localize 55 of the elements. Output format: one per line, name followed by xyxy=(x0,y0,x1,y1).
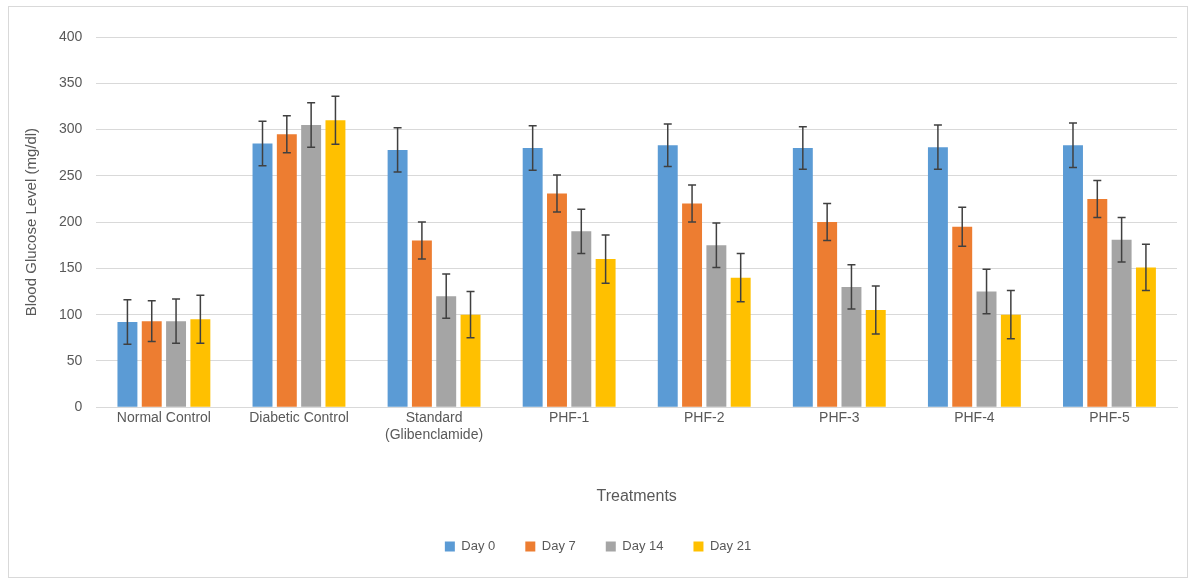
bar xyxy=(117,322,138,407)
y-axis-title: Blood Glucose Level (mg/dl) xyxy=(22,127,40,317)
bar xyxy=(1111,239,1132,407)
bar xyxy=(595,259,616,407)
bar xyxy=(817,222,838,407)
bar xyxy=(865,310,886,407)
bar xyxy=(730,277,751,407)
x-tick-label: Standard (Glibenclamide) xyxy=(385,409,484,443)
bar xyxy=(792,148,813,407)
bar xyxy=(952,226,973,407)
bar xyxy=(841,286,862,407)
x-tick-label: PHF-4 xyxy=(954,409,995,426)
bar xyxy=(1087,198,1108,407)
bar xyxy=(1000,314,1021,407)
y-tick-label: 100 xyxy=(59,305,83,322)
bar xyxy=(522,148,543,407)
bar xyxy=(547,193,567,407)
bar xyxy=(976,291,997,407)
bar xyxy=(460,314,481,407)
y-tick-label: 250 xyxy=(59,166,83,183)
bar xyxy=(252,143,273,407)
legend-label: Day 21 xyxy=(709,538,752,554)
legend-label: Day 7 xyxy=(541,538,576,554)
x-tick-label: PHF-3 xyxy=(819,409,860,426)
x-axis-title: Treatments xyxy=(596,486,677,504)
bar xyxy=(166,321,187,407)
bar xyxy=(411,240,432,407)
bar xyxy=(927,147,948,407)
x-tick-label: Diabetic Control xyxy=(249,409,349,426)
bar xyxy=(387,149,408,407)
bar xyxy=(1135,267,1156,407)
bar xyxy=(682,203,703,407)
y-tick-label: 200 xyxy=(59,212,83,229)
y-tick-label: 400 xyxy=(59,27,83,44)
x-tick-label: PHF-5 xyxy=(1089,409,1130,426)
y-tick-label: 50 xyxy=(66,351,83,368)
bar xyxy=(276,134,297,407)
legend-label: Day 14 xyxy=(622,538,664,554)
y-tick-label: 150 xyxy=(59,259,83,276)
bar xyxy=(325,120,346,407)
bar xyxy=(1063,145,1083,407)
legend-label: Day 0 xyxy=(461,538,496,554)
bar xyxy=(436,296,457,407)
x-tick-label: Normal Control xyxy=(116,409,211,426)
x-tick-label: PHF-1 xyxy=(548,409,590,426)
bar xyxy=(706,245,727,407)
y-tick-label: 0 xyxy=(74,398,83,415)
bar xyxy=(141,321,162,407)
y-tick-label: 300 xyxy=(59,120,83,137)
y-tick-label: 350 xyxy=(59,74,83,91)
bar xyxy=(301,124,322,407)
bar xyxy=(571,231,592,407)
bar xyxy=(657,145,678,407)
bar xyxy=(190,319,211,407)
x-tick-label: PHF-2 xyxy=(683,409,725,426)
